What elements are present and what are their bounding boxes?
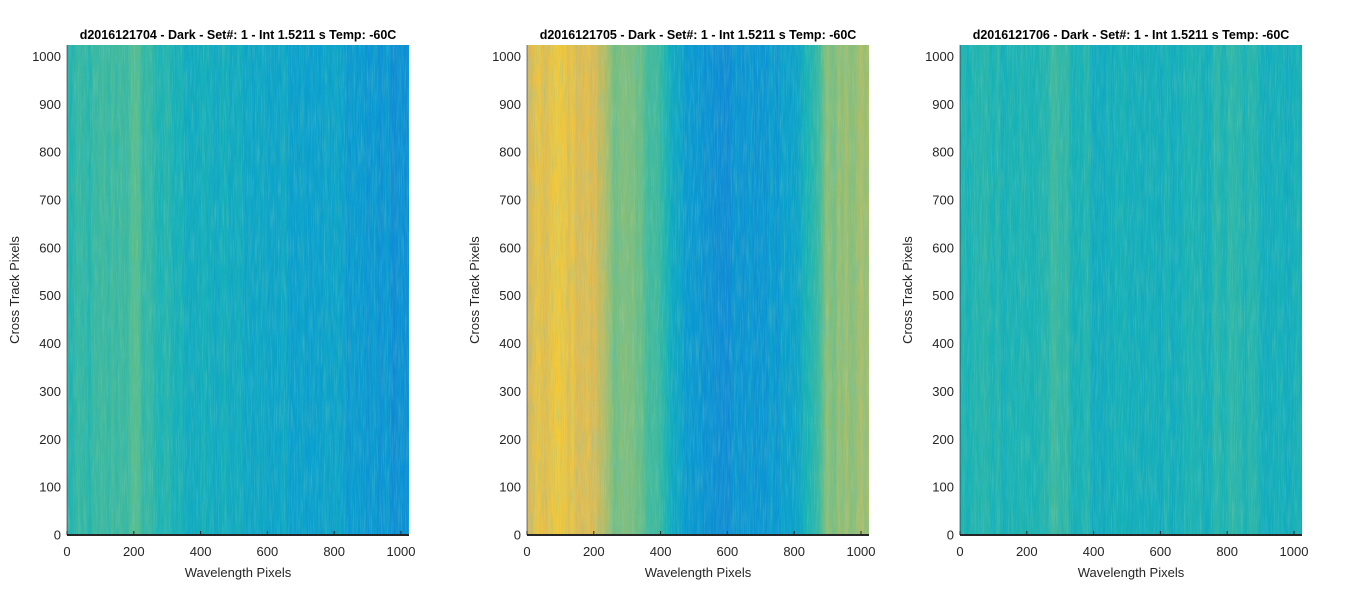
y-tick-label: 500 bbox=[932, 288, 954, 303]
y-tick-label: 400 bbox=[932, 336, 954, 351]
chart-title: d2016121706 - Dark - Set#: 1 - Int 1.521… bbox=[973, 28, 1290, 42]
x-tick-label: 1000 bbox=[1280, 544, 1309, 559]
x-tick-label: 1000 bbox=[387, 544, 416, 559]
y-tick-label: 700 bbox=[499, 193, 521, 208]
y-tick-label: 100 bbox=[39, 480, 61, 495]
x-tick-label: 0 bbox=[956, 544, 963, 559]
y-tick-label: 300 bbox=[39, 384, 61, 399]
y-tick-label: 900 bbox=[932, 97, 954, 112]
y-tick-label: 600 bbox=[932, 240, 954, 255]
x-tick-label: 400 bbox=[190, 544, 212, 559]
y-tick-label: 800 bbox=[499, 145, 521, 160]
y-tick-label: 600 bbox=[499, 240, 521, 255]
x-tick-label: 0 bbox=[523, 544, 530, 559]
y-tick-label: 200 bbox=[39, 432, 61, 447]
x-tick-label: 200 bbox=[583, 544, 605, 559]
y-tick-label: 200 bbox=[932, 432, 954, 447]
heatmap-noise-overlay bbox=[527, 45, 869, 535]
y-tick-label: 0 bbox=[54, 528, 61, 543]
axis-ticks: 0 200 400 600 800 1000 0 100 200 300 400 500 600 700 8… bbox=[32, 45, 415, 559]
chart-title: d2016121704 - Dark - Set#: 1 - Int 1.521… bbox=[80, 28, 397, 42]
y-tick-label: 0 bbox=[947, 528, 954, 543]
x-tick-label: 800 bbox=[1216, 544, 1238, 559]
heatmap-noise-overlay bbox=[960, 45, 1302, 535]
heatmap-panel-1: d2016121704 - Dark - Set#: 1 - Int 1.521… bbox=[7, 28, 415, 580]
y-tick-label: 600 bbox=[39, 240, 61, 255]
heatmap-panel-2: d2016121705 - Dark - Set#: 1 - Int 1.521… bbox=[467, 28, 875, 580]
heatmap-noise-overlay bbox=[67, 45, 409, 535]
y-tick-label: 900 bbox=[39, 97, 61, 112]
y-tick-label: 700 bbox=[39, 193, 61, 208]
x-tick-label: 600 bbox=[717, 544, 739, 559]
chart-title: d2016121705 - Dark - Set#: 1 - Int 1.521… bbox=[540, 28, 857, 42]
axis-ticks: 0 200 400 600 800 1000 0 100 200 300 400 500 600 700 8… bbox=[925, 45, 1308, 559]
y-tick-label: 900 bbox=[499, 97, 521, 112]
y-tick-label: 800 bbox=[39, 145, 61, 160]
y-tick-label: 400 bbox=[39, 336, 61, 351]
x-axis-label: Wavelength Pixels bbox=[1078, 565, 1185, 580]
y-tick-label: 400 bbox=[499, 336, 521, 351]
y-tick-label: 300 bbox=[932, 384, 954, 399]
x-axis-label: Wavelength Pixels bbox=[645, 565, 752, 580]
x-tick-label: 200 bbox=[123, 544, 145, 559]
heatmap-panel-3: d2016121706 - Dark - Set#: 1 - Int 1.521… bbox=[900, 28, 1308, 580]
y-tick-label: 700 bbox=[932, 193, 954, 208]
y-tick-label: 500 bbox=[499, 288, 521, 303]
x-tick-label: 400 bbox=[1083, 544, 1105, 559]
y-axis-label: Cross Track Pixels bbox=[467, 236, 482, 344]
x-tick-label: 800 bbox=[323, 544, 345, 559]
y-axis-label: Cross Track Pixels bbox=[900, 236, 915, 344]
y-tick-label: 1000 bbox=[32, 49, 61, 64]
x-tick-label: 600 bbox=[257, 544, 279, 559]
y-tick-label: 1000 bbox=[492, 49, 521, 64]
y-tick-label: 300 bbox=[499, 384, 521, 399]
x-axis-label: Wavelength Pixels bbox=[185, 565, 292, 580]
x-tick-label: 400 bbox=[650, 544, 672, 559]
x-tick-label: 200 bbox=[1016, 544, 1038, 559]
y-tick-label: 200 bbox=[499, 432, 521, 447]
x-tick-label: 0 bbox=[63, 544, 70, 559]
y-axis-label: Cross Track Pixels bbox=[7, 236, 22, 344]
y-tick-label: 800 bbox=[932, 145, 954, 160]
y-tick-label: 1000 bbox=[925, 49, 954, 64]
y-tick-label: 100 bbox=[932, 480, 954, 495]
y-tick-label: 0 bbox=[514, 528, 521, 543]
x-tick-label: 600 bbox=[1150, 544, 1172, 559]
y-tick-label: 500 bbox=[39, 288, 61, 303]
axis-ticks: 0 200 400 600 800 1000 0 100 200 300 400 500 600 700 8… bbox=[492, 45, 875, 559]
x-tick-label: 1000 bbox=[847, 544, 876, 559]
y-tick-label: 100 bbox=[499, 480, 521, 495]
x-tick-label: 800 bbox=[783, 544, 805, 559]
